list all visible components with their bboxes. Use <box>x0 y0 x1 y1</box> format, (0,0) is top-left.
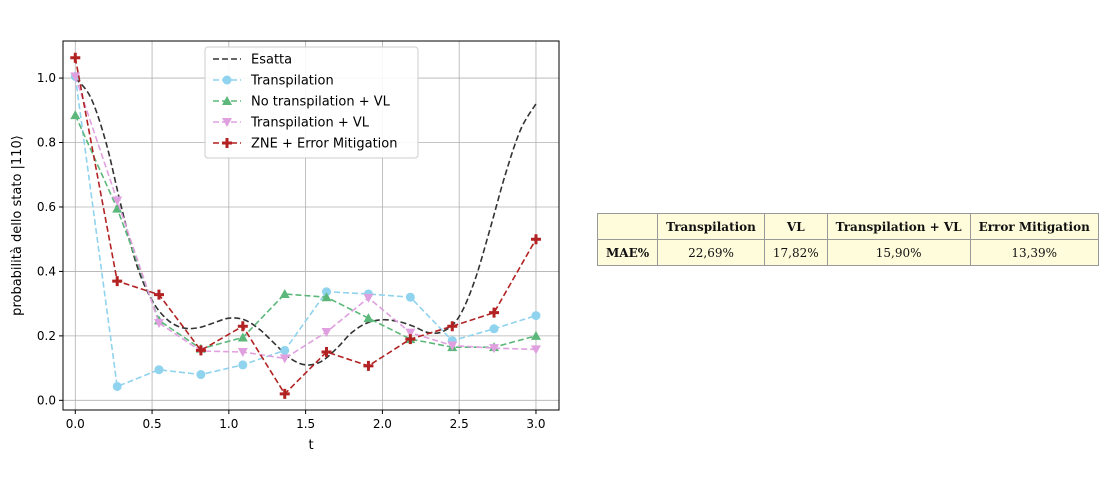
data-point <box>405 328 416 338</box>
data-point <box>279 354 290 364</box>
mae-table: Transpilation VL Transpilation + VL Erro… <box>596 213 1099 266</box>
data-point <box>279 288 290 298</box>
data-point <box>363 360 374 371</box>
data-point <box>489 324 499 334</box>
x-axis-label: t <box>308 438 313 453</box>
legend: Esatta Transpilation No transpilation + VL… <box>204 46 419 159</box>
legend-marker <box>222 118 232 127</box>
data-point <box>279 388 290 399</box>
data-point <box>489 344 500 354</box>
data-point <box>237 332 248 342</box>
data-point <box>112 381 122 391</box>
table-cell: 13,39% <box>969 239 1099 266</box>
legend-label: ZNE + Error Mitigation <box>251 137 397 152</box>
y-tick-label: 0.4 <box>37 264 56 278</box>
data-point <box>447 341 458 351</box>
table-header-cell <box>596 213 659 240</box>
data-point <box>112 276 123 287</box>
x-tick-label: 1.0 <box>219 417 238 431</box>
data-point <box>405 292 415 302</box>
data-point <box>363 313 374 323</box>
y-tick-label: 0.0 <box>37 393 56 407</box>
legend-item: Esatta <box>213 53 292 68</box>
table-header-row: Transpilation VL Transpilation + VL Erro… <box>596 213 1099 240</box>
table-header-cell: Error Mitigation <box>969 213 1099 240</box>
data-point <box>530 234 541 245</box>
data-point <box>196 370 206 380</box>
data-point <box>195 345 206 356</box>
y-tick-label: 0.6 <box>37 200 56 214</box>
data-point <box>322 287 332 297</box>
legend-label: No transpilation + VL <box>251 95 391 110</box>
legend-label: Esatta <box>251 53 292 68</box>
table-row: MAE% 22,69% 17,82% 15,90% 13,39% <box>596 239 1099 266</box>
x-tick-label: 0.5 <box>143 417 162 431</box>
data-point <box>153 289 164 300</box>
data-point <box>447 321 458 332</box>
line-chart: 0.0 0.5 1.0 1.5 2.0 2.5 3.00.00.20.40.60.81.0 … <box>10 40 560 453</box>
legend-marker <box>222 138 232 148</box>
y-tick-label: 0.8 <box>37 136 56 150</box>
series-line <box>74 57 537 396</box>
data-point <box>530 330 541 340</box>
data-point <box>70 110 81 120</box>
axis-ticks: 0.0 0.5 1.0 1.5 2.0 2.5 3.0 0.0 0.2 0.4 0.6 0.8 1.0 <box>37 71 546 431</box>
legend-item: Transpilation <box>213 74 334 89</box>
data-point <box>154 365 164 375</box>
series-line <box>74 76 537 388</box>
y-tick-label: 1.0 <box>37 71 56 85</box>
data-point <box>405 334 416 345</box>
plot-frame <box>62 40 560 411</box>
y-tick-label: 0.2 <box>37 329 56 343</box>
data-point <box>321 292 332 302</box>
data-point <box>153 318 164 328</box>
data-point <box>321 346 332 357</box>
x-tick-label: 2.0 <box>373 417 392 431</box>
data-point <box>489 307 500 318</box>
data-point <box>363 293 374 303</box>
table-header-cell: Transpilation <box>657 213 765 240</box>
series-zne-error-mitigation <box>70 52 541 399</box>
x-tick-label: 3.0 <box>526 417 545 431</box>
legend-marker <box>222 96 232 105</box>
data-point <box>530 345 541 355</box>
data-point <box>70 72 81 82</box>
data-point <box>237 347 248 357</box>
table-cell: 22,69% <box>657 239 765 266</box>
x-tick-label: 1.5 <box>296 417 315 431</box>
data-point <box>280 345 290 355</box>
legend-label: Transpilation <box>250 74 334 89</box>
legend-item: Transpilation + VL <box>213 116 370 131</box>
data-point <box>112 196 123 206</box>
table-cell: 15,90% <box>826 239 971 266</box>
x-tick-label: 2.5 <box>450 417 469 431</box>
legend-item: ZNE + Error Mitigation <box>213 137 397 152</box>
series-transpilation-vl <box>70 72 541 364</box>
legend-label: Transpilation + VL <box>250 116 370 131</box>
data-point <box>321 328 332 338</box>
table-header-cell: Transpilation + VL <box>826 213 971 240</box>
series-layer <box>70 52 541 399</box>
table-row-label: MAE% <box>596 239 659 266</box>
data-point <box>238 360 248 370</box>
data-point <box>70 52 81 63</box>
x-tick-label: 0.0 <box>66 417 85 431</box>
table-cell: 17,82% <box>763 239 828 266</box>
series-line <box>74 76 536 360</box>
legend-box <box>204 46 419 159</box>
data-point <box>531 311 541 321</box>
table-header-cell: VL <box>763 213 828 240</box>
legend-marker <box>222 75 232 85</box>
data-point <box>237 321 248 332</box>
legend-item: No transpilation + VL <box>213 95 391 110</box>
data-point <box>112 203 123 213</box>
y-axis-label: probabilità dello stato |110⟩ <box>10 135 25 316</box>
